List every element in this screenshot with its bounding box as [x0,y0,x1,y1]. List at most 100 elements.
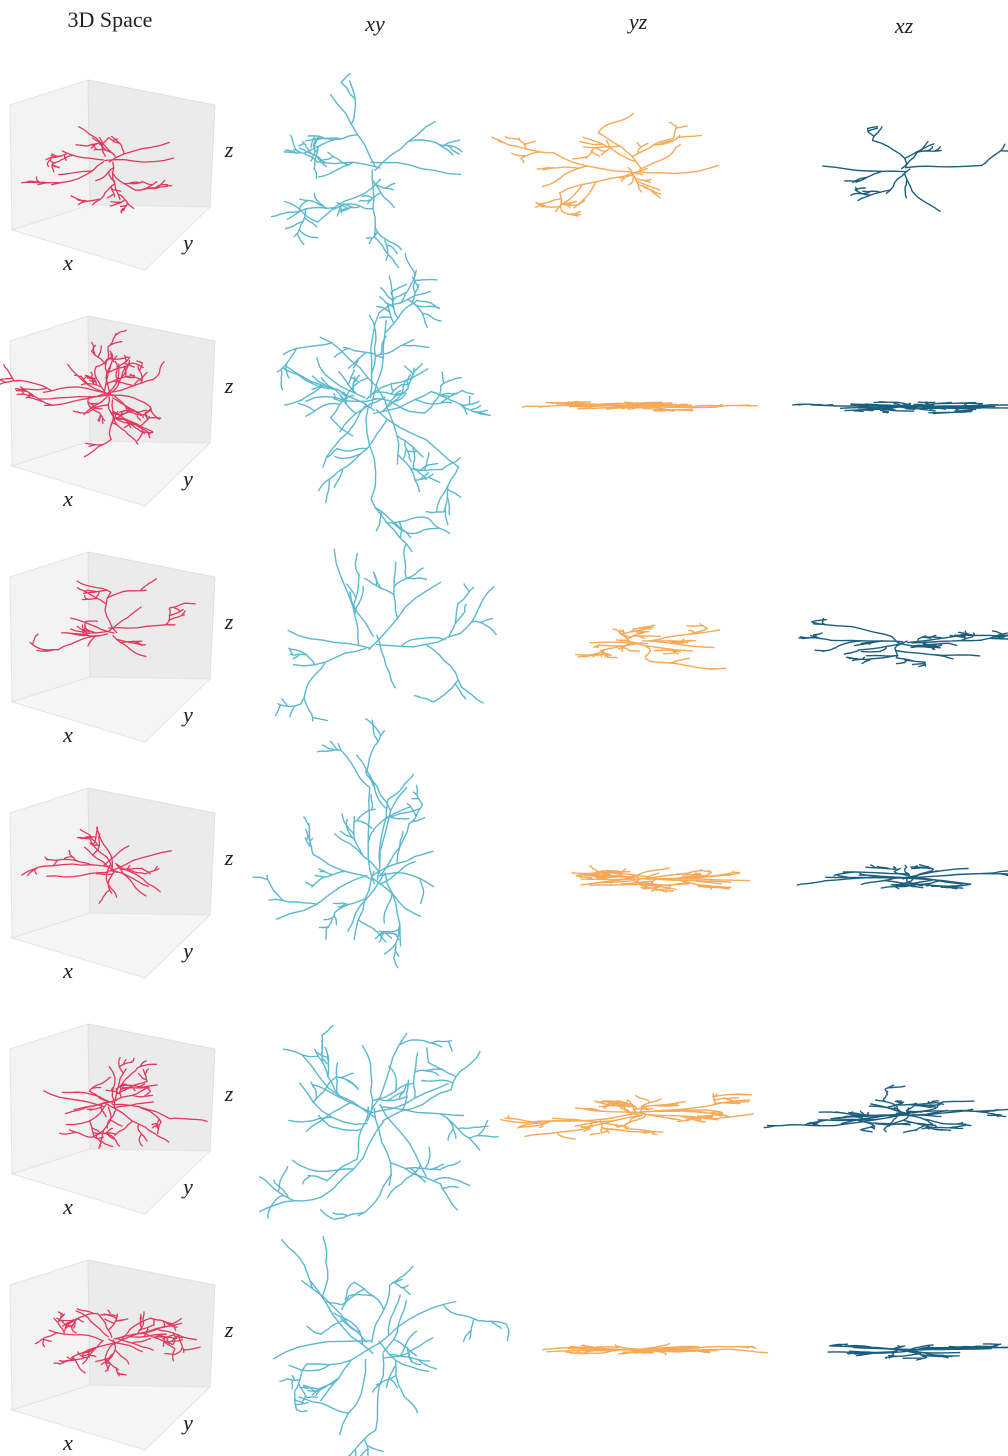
neurite [912,866,931,869]
neurite [908,868,934,879]
neurite [440,377,462,387]
neurite [136,426,144,442]
neurite [298,228,319,239]
neurite [139,1313,143,1329]
neurite [281,367,339,391]
neurite [635,180,661,191]
neurite [594,147,606,153]
neurite [412,791,423,806]
neurite [850,625,897,642]
neurite [0,377,14,381]
neurite [408,803,423,825]
neurite [119,205,128,208]
neurite [387,1294,401,1337]
neurite [114,360,120,383]
neurite [414,1068,444,1073]
neurite [637,142,649,155]
neurite [144,868,160,875]
neurite [370,850,434,877]
neurite [520,157,525,164]
neurite [697,885,725,889]
neurite [315,155,328,168]
neurite [442,139,461,147]
neurite [85,442,104,446]
neurite [115,862,161,893]
neurite [900,140,929,170]
neurite [282,1048,319,1058]
neurite [152,1336,178,1340]
neurite [21,865,45,876]
neurite [88,1120,96,1138]
neurite [639,1098,662,1114]
neurite [281,698,289,707]
neurite [59,1131,77,1135]
neurite [808,403,836,407]
neurite [642,185,662,195]
neurite [489,1320,502,1330]
neurite [356,819,373,829]
neurite [75,1310,110,1338]
neurite [71,1356,86,1374]
neurite [508,144,555,154]
neurite [86,376,94,380]
neurite [405,527,440,535]
neurite [619,174,634,179]
neurite [339,207,343,214]
neurite [313,192,325,208]
neurite [284,220,304,230]
neurite [29,641,59,651]
neurite [0,379,7,383]
neurite [538,404,559,408]
neurite [376,634,396,689]
neurite [139,415,150,427]
neurite [283,151,302,154]
neurite [316,161,381,169]
neurite [298,1396,350,1414]
neurite [162,1339,183,1343]
neurite [837,1351,854,1354]
neurite [401,1079,410,1112]
neurite [103,363,112,393]
neurite [446,1117,457,1139]
neurite [373,390,432,415]
neurite [993,1113,999,1118]
neurite [923,1118,945,1125]
neurite [337,903,347,908]
neurite [441,371,445,385]
neurite [393,942,397,959]
neurite [382,1299,407,1353]
neurite [920,636,942,639]
neurite [670,648,679,655]
neurite [541,1346,580,1351]
neurite [354,1448,357,1456]
neurite [404,252,416,277]
neurite [943,654,981,657]
neurite [118,1056,124,1075]
neurite [104,591,118,634]
neurite [601,652,609,658]
neurite [585,147,595,159]
neurite [402,344,430,349]
neurite [71,1342,114,1358]
neurite [289,653,308,656]
neurite [368,231,379,245]
neurite [631,630,646,633]
neurite [396,434,424,458]
neurite [378,296,395,309]
neurite [353,871,375,941]
neurite [112,416,141,427]
neurite [476,1119,489,1137]
neurite [579,140,604,146]
neurite [367,786,375,885]
neurite [389,1162,442,1185]
neurite [252,876,269,881]
neurite [325,448,338,459]
neurite [268,898,318,905]
neurite [885,1355,903,1359]
neurite [384,182,396,189]
neurite [363,1438,369,1456]
neurite [300,661,327,705]
neurite [289,705,296,718]
neurite [425,1047,430,1064]
neurite [885,168,911,195]
